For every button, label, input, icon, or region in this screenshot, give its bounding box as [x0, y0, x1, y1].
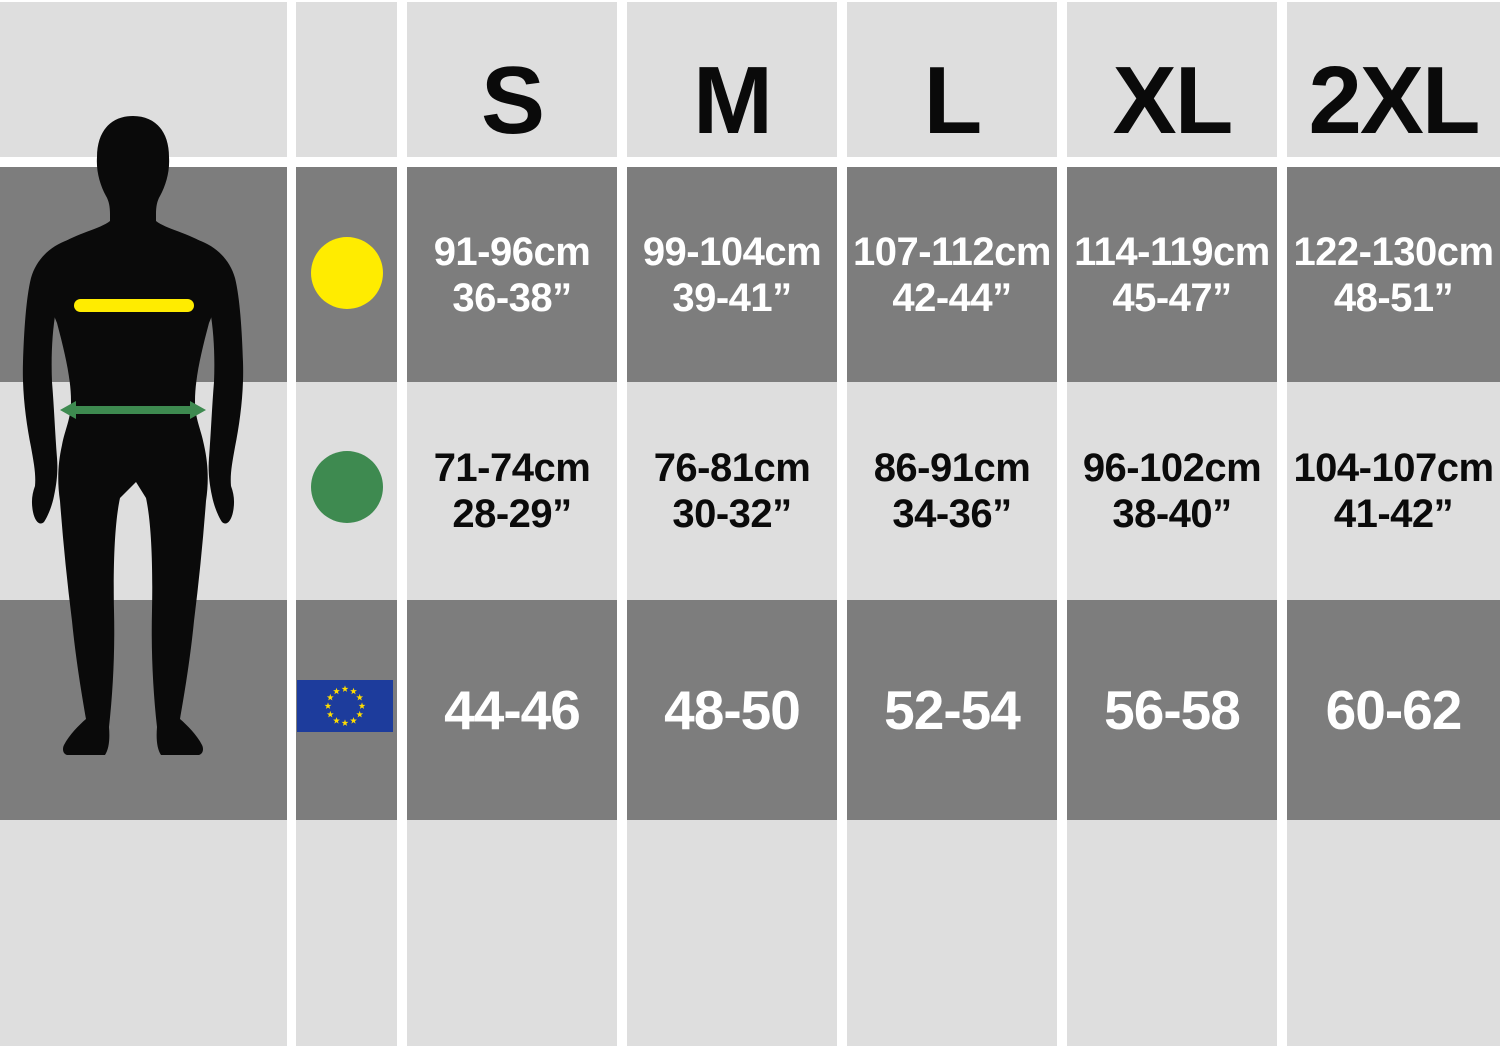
silhouette-right-arm: [192, 240, 244, 524]
column-divider: [1277, 0, 1287, 1046]
chest-cell-s: 91-96cm 36-38”: [407, 167, 617, 382]
waist-cm: 86-91cm: [873, 446, 1031, 490]
eu-flag-stars: [324, 685, 366, 726]
eu-flag-icon: [297, 680, 393, 732]
waist-indicator-icon: [311, 451, 383, 523]
waist-in: 28-29”: [452, 492, 572, 536]
silhouette-body: [35, 116, 231, 755]
waist-in: 38-40”: [1112, 492, 1232, 536]
waist-cell-s: 71-74cm 28-29”: [407, 382, 617, 600]
column-divider: [1057, 0, 1067, 1046]
chest-cell-2xl: 122-130cm 48-51”: [1287, 167, 1500, 382]
waist-cell-xl: 96-102cm 38-40”: [1067, 382, 1277, 600]
chest-row-band: [0, 167, 1500, 382]
waist-measure-line: [60, 401, 206, 419]
chest-indicator-icon: [311, 237, 383, 309]
column-divider: [287, 0, 296, 1046]
chest-cell-m: 99-104cm 39-41”: [627, 167, 837, 382]
size-header-l: L: [923, 47, 983, 154]
waist-cell-l: 86-91cm 34-36”: [847, 382, 1057, 600]
eu-row-band: [0, 600, 1500, 820]
top-edge-line: [0, 0, 1500, 2]
column-divider: [837, 0, 847, 1046]
chest-in: 42-44”: [892, 275, 1012, 320]
chest-in: 39-41”: [672, 275, 792, 320]
waist-in: 41-42”: [1333, 492, 1454, 536]
column-divider: [397, 0, 407, 1046]
chest-cm: 122-130cm: [1293, 229, 1494, 274]
silhouette-left-arm: [22, 240, 74, 524]
male-silhouette: [22, 116, 244, 755]
eu-cell-l: 52-54: [884, 679, 1021, 741]
waist-cell-m: 76-81cm 30-32”: [627, 382, 837, 600]
size-header-s: S: [480, 47, 545, 154]
waist-cm: 104-107cm: [1293, 446, 1494, 490]
chest-cm: 107-112cm: [853, 229, 1051, 274]
waist-cm: 96-102cm: [1082, 446, 1262, 490]
chest-cell-l: 107-112cm 42-44”: [847, 167, 1057, 382]
header-separator: [0, 157, 1500, 167]
chest-cell-xl: 114-119cm 45-47”: [1067, 167, 1277, 382]
size-header-m: M: [693, 47, 773, 154]
waist-cell-2xl: 104-107cm 41-42”: [1287, 382, 1500, 600]
waist-cm: 76-81cm: [653, 446, 811, 490]
eu-cell-xl: 56-58: [1104, 679, 1241, 741]
chest-in: 48-51”: [1333, 275, 1454, 320]
eu-cell-s: 44-46: [444, 679, 581, 741]
waist-in: 34-36”: [892, 492, 1012, 536]
chest-in: 36-38”: [452, 275, 572, 320]
column-divider: [617, 0, 627, 1046]
chest-measure-line: [74, 299, 194, 312]
size-header-xl: XL: [1112, 47, 1234, 154]
chest-cm: 91-96cm: [433, 229, 591, 274]
chest-cm: 114-119cm: [1074, 229, 1270, 274]
chest-cm: 99-104cm: [642, 229, 822, 274]
chest-in: 45-47”: [1112, 275, 1232, 320]
size-header-2xl: 2XL: [1308, 47, 1480, 154]
waist-in: 30-32”: [672, 492, 792, 536]
eu-cell-2xl: 60-62: [1325, 679, 1463, 741]
waist-cm: 71-74cm: [433, 446, 591, 490]
eu-cell-m: 48-50: [664, 679, 801, 741]
